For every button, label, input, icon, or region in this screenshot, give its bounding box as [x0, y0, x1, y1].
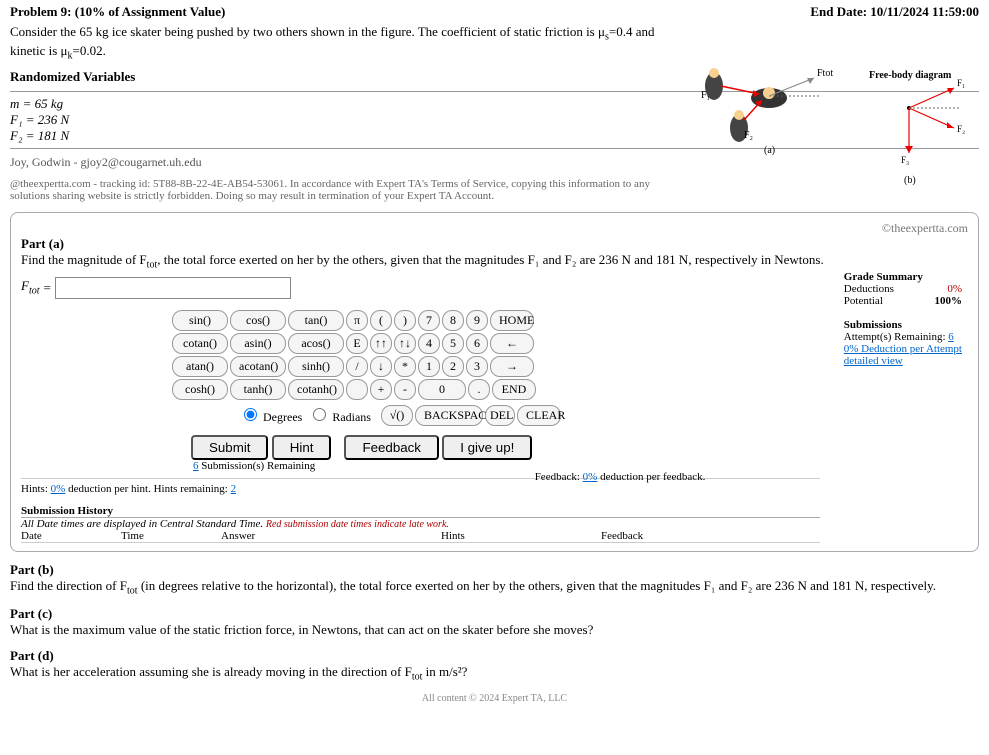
k-sub[interactable]: ↑↓ — [394, 333, 416, 354]
svg-text:Free-body diagram: Free-body diagram — [869, 70, 952, 81]
k-del[interactable]: DEL — [485, 405, 515, 426]
subhist-cols: Date Time Answer Hints Feedback — [21, 530, 820, 543]
k-dot[interactable]: . — [468, 379, 490, 400]
svg-text:(b): (b) — [904, 175, 916, 186]
fn-cosh[interactable]: cosh() — [172, 379, 228, 400]
submit-button[interactable]: Submit — [191, 435, 268, 460]
k-7[interactable]: 7 — [418, 310, 440, 331]
fn-asin[interactable]: asin() — [230, 333, 286, 354]
k-0[interactable]: 0 — [418, 379, 466, 400]
svg-text:F₂: F₂ — [957, 124, 965, 134]
part-b: Part (b) Find the direction of Ftot (in … — [10, 562, 979, 597]
mode-degrees[interactable]: Degrees — [239, 405, 302, 425]
subhist-note: All Date times are displayed in Central … — [21, 518, 820, 530]
k-sp[interactable] — [346, 379, 368, 400]
fn-cos[interactable]: cos() — [230, 310, 286, 331]
k-4[interactable]: 4 — [418, 333, 440, 354]
fn-tanh[interactable]: tanh() — [230, 379, 286, 400]
svg-text:Ftot: Ftot — [817, 68, 833, 79]
k-6[interactable]: 6 — [466, 333, 488, 354]
fn-cotanh[interactable]: cotanh() — [288, 379, 344, 400]
k-clear[interactable]: CLEAR — [517, 405, 561, 426]
k-5[interactable]: 5 — [442, 333, 464, 354]
k-dn[interactable]: ↓ — [370, 356, 392, 377]
k-minus[interactable]: - — [394, 379, 416, 400]
k-sqrt[interactable]: √() — [381, 405, 413, 426]
fn-acotan[interactable]: acotan() — [230, 356, 286, 377]
part-d: Part (d) What is her acceleration assumi… — [10, 648, 979, 683]
k-9[interactable]: 9 — [466, 310, 488, 331]
k-8[interactable]: 8 — [442, 310, 464, 331]
k-mul[interactable]: * — [394, 356, 416, 377]
part-a-label: Part (a) — [21, 236, 64, 251]
k-pi[interactable]: π — [346, 310, 368, 331]
k-2[interactable]: 2 — [442, 356, 464, 377]
answer-var: Ftot — [21, 278, 40, 297]
subhist-title: Submission History — [21, 505, 820, 518]
k-lp[interactable]: ( — [370, 310, 392, 331]
svg-text:F₁: F₁ — [701, 90, 710, 101]
k-right[interactable]: → — [490, 356, 534, 377]
k-1[interactable]: 1 — [418, 356, 440, 377]
fn-sin[interactable]: sin() — [172, 310, 228, 331]
figure-diagram: F₁ F₂ Ftot (a) F₁ F₂ F₃ Free-body diagra… — [689, 28, 969, 202]
svg-text:F₃: F₃ — [901, 155, 909, 165]
deduction-link[interactable]: 0% Deduction per Attempt — [844, 343, 962, 355]
part-a-panel: ©theexpertta.com Part (a) Find the magni… — [10, 212, 979, 552]
fn-tan[interactable]: tan() — [288, 310, 344, 331]
k-backspace[interactable]: BACKSPACE — [415, 405, 483, 426]
end-date: End Date: 10/11/2024 11:59:00 — [810, 4, 979, 20]
k-sup[interactable]: ↑↑ — [370, 333, 392, 354]
k-e[interactable]: E — [346, 333, 368, 354]
k-3[interactable]: 3 — [466, 356, 488, 377]
hints-info: Hints: 0% deduction per hint. Hints rema… — [21, 483, 420, 495]
k-rp[interactable]: ) — [394, 310, 416, 331]
feedback-button[interactable]: Feedback — [344, 435, 439, 460]
feedback-info: Feedback: 0% deduction per feedback. — [420, 471, 819, 495]
part-a-question: Find the magnitude of Ftot, the total fo… — [21, 252, 968, 271]
fn-atan[interactable]: atan() — [172, 356, 228, 377]
brand: ©theexpertta.com — [21, 221, 968, 236]
answer-input[interactable] — [55, 277, 291, 299]
hint-button[interactable]: Hint — [272, 435, 332, 460]
svg-text:(a): (a) — [764, 145, 775, 156]
attempts-link[interactable]: 6 — [948, 331, 954, 343]
k-home[interactable]: HOME — [490, 310, 534, 331]
grade-summary: Grade Summary Deductions0% Potential100%… — [838, 271, 968, 367]
fn-cotan[interactable]: cotan() — [172, 333, 228, 354]
svg-text:F₂: F₂ — [744, 130, 753, 141]
keypad: sin() cos() tan() π ( ) 7 8 9 HOME cotan… — [171, 309, 820, 427]
k-div[interactable]: / — [346, 356, 368, 377]
fn-sinh[interactable]: sinh() — [288, 356, 344, 377]
giveup-button[interactable]: I give up! — [442, 435, 532, 460]
k-plus[interactable]: + — [370, 379, 392, 400]
detailed-view-link[interactable]: detailed view — [844, 355, 903, 367]
mode-radians[interactable]: Radians — [308, 405, 371, 425]
k-end[interactable]: END — [492, 379, 536, 400]
problem-title: Problem 9: (10% of Assignment Value) — [10, 4, 225, 20]
k-left[interactable]: ← — [490, 333, 534, 354]
fn-acos[interactable]: acos() — [288, 333, 344, 354]
part-c: Part (c) What is the maximum value of th… — [10, 606, 979, 638]
svg-text:F₁: F₁ — [957, 78, 965, 88]
page-footer: All content © 2024 Expert TA, LLC — [0, 693, 989, 704]
